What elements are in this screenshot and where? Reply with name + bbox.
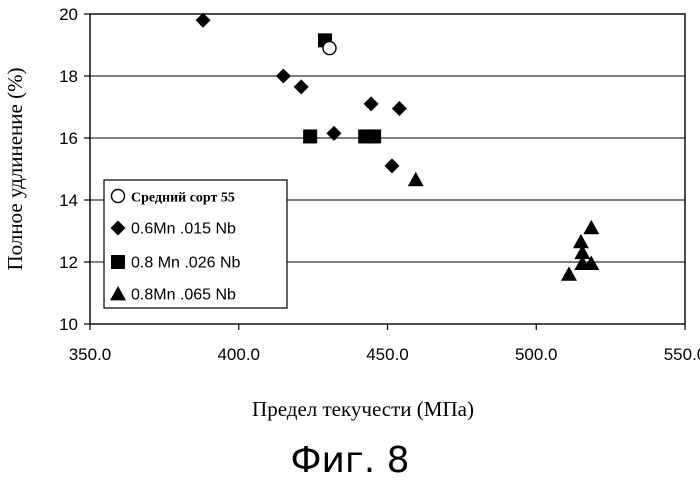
x-axis-title: Предел текучести (МПа) xyxy=(252,397,474,421)
x-tick-label: 350.0 xyxy=(69,345,112,364)
legend-marker xyxy=(110,286,126,301)
data-point xyxy=(560,266,577,281)
y-axis-title: Полное удлинение (%) xyxy=(3,67,27,270)
legend-box xyxy=(103,179,288,309)
y-tick-label: 18 xyxy=(59,67,78,86)
data-point xyxy=(326,125,342,141)
x-tick-label: 500.0 xyxy=(515,345,558,364)
data-point xyxy=(275,68,291,84)
y-tick-label: 16 xyxy=(59,129,78,148)
x-tick-label: 400.0 xyxy=(217,345,260,364)
data-point xyxy=(367,129,382,144)
x-tick-label: 450.0 xyxy=(366,345,409,364)
legend-label: 0.8Mn .065 Nb xyxy=(131,287,236,304)
x-tick-label: 550.0 xyxy=(664,345,700,364)
data-point xyxy=(293,79,309,95)
data-point xyxy=(303,129,318,144)
legend-label: 0.6Mn .015 Nb xyxy=(131,221,236,238)
data-points xyxy=(195,12,600,281)
data-point xyxy=(572,233,589,249)
legend-label: 0.8 Mn .026 Nb xyxy=(131,255,241,272)
y-tick-label: 10 xyxy=(59,315,78,334)
data-point xyxy=(195,12,211,28)
legend-label: Средний сорт 55 xyxy=(131,191,235,206)
legend-marker xyxy=(110,188,126,204)
data-point xyxy=(363,96,379,112)
data-point xyxy=(384,158,400,174)
data-point xyxy=(583,255,600,270)
data-point xyxy=(391,101,407,117)
data-point xyxy=(322,40,337,56)
data-point xyxy=(583,219,600,235)
y-tick-label: 20 xyxy=(59,5,78,24)
y-tick-label: 12 xyxy=(59,253,78,272)
x-axis: 350.0 400.0 450.0 500.0 550.0 xyxy=(69,324,700,364)
legend-marker xyxy=(111,255,125,269)
data-point xyxy=(407,171,424,187)
legend-marker xyxy=(110,220,126,236)
y-tick-label: 14 xyxy=(59,191,78,210)
legend: Средний сорт 55 0.6Mn .015 Nb 0.8 Mn .026 … xyxy=(103,179,288,309)
figure-caption: Фиг. 8 xyxy=(290,440,409,480)
y-axis: 10 12 14 16 18 20 xyxy=(59,5,90,334)
data-point xyxy=(574,244,591,260)
